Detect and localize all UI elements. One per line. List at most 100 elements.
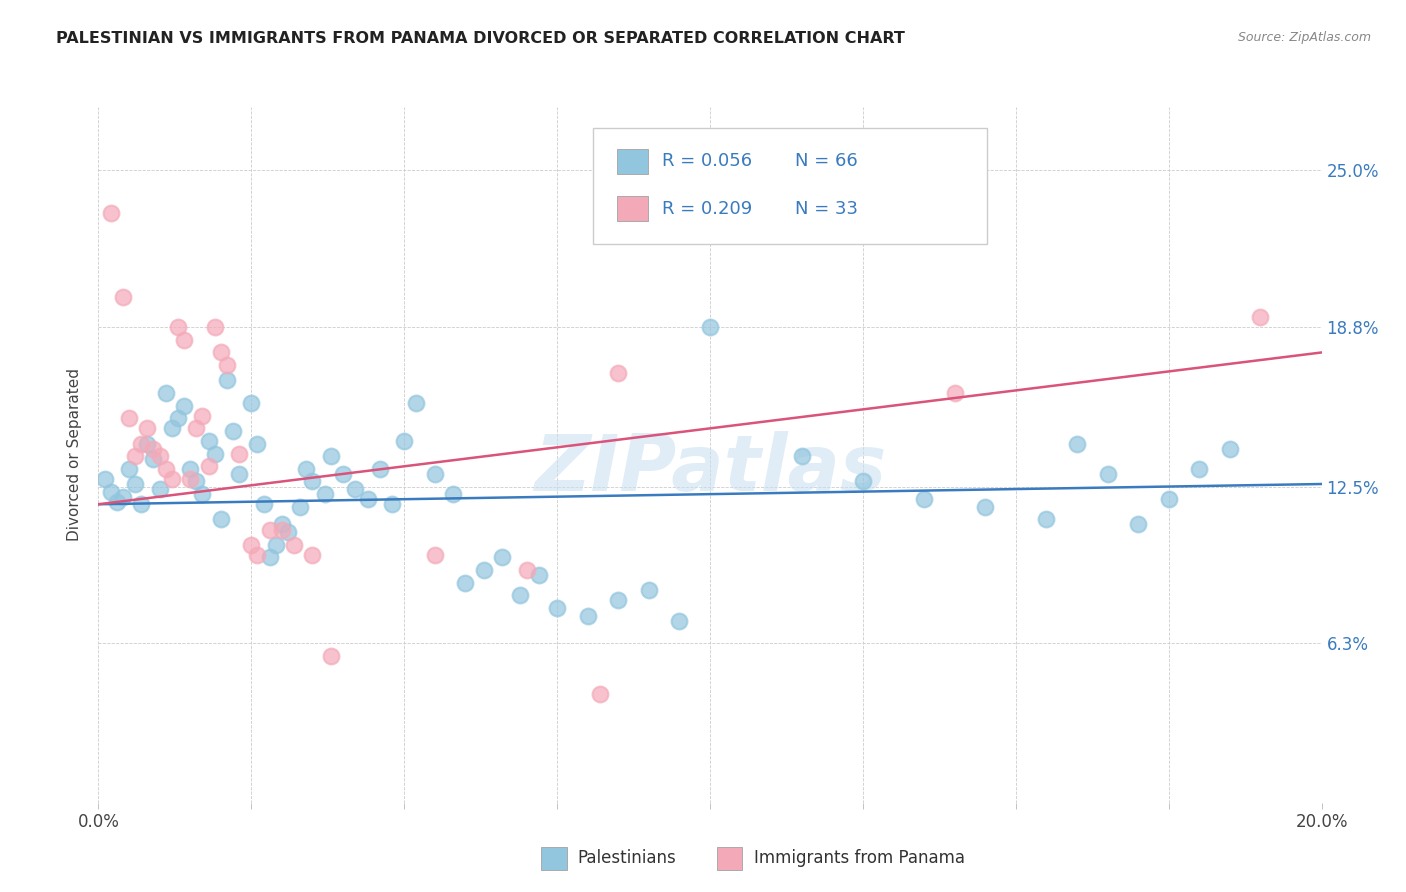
Text: Immigrants from Panama: Immigrants from Panama [754, 849, 965, 867]
Point [149, 482, 172, 496]
Point [509, 588, 531, 602]
Point [197, 459, 219, 474]
Point [1188, 462, 1211, 476]
Text: PALESTINIAN VS IMMIGRANTS FROM PANAMA DIVORCED OR SEPARATED CORRELATION CHART: PALESTINIAN VS IMMIGRANTS FROM PANAMA DI… [56, 31, 905, 46]
Point [191, 409, 214, 423]
Point [228, 447, 250, 461]
Point [1157, 492, 1180, 507]
Point [228, 467, 250, 481]
Point [259, 550, 281, 565]
Point [100, 206, 122, 220]
Point [129, 436, 152, 450]
Point [441, 487, 464, 501]
Point [186, 421, 208, 435]
Point [491, 550, 513, 565]
Point [264, 538, 287, 552]
Point [136, 421, 159, 435]
Point [167, 320, 190, 334]
Point [160, 421, 183, 435]
Point [1128, 517, 1150, 532]
Point [1219, 442, 1241, 456]
Point [943, 386, 966, 401]
Point [240, 538, 263, 552]
Point [974, 500, 997, 514]
Point [167, 411, 190, 425]
Point [516, 563, 538, 577]
Point [368, 462, 391, 476]
Y-axis label: Divorced or Separated: Divorced or Separated [67, 368, 83, 541]
Point [270, 517, 292, 532]
Point [160, 472, 183, 486]
Point [246, 548, 269, 562]
Point [319, 449, 342, 463]
Point [589, 687, 612, 701]
Point [546, 601, 568, 615]
Point [472, 563, 495, 577]
Point [252, 497, 274, 511]
Point [197, 434, 219, 448]
Point [699, 320, 721, 334]
Text: ZIPatlas: ZIPatlas [534, 431, 886, 507]
Point [301, 475, 323, 489]
Point [1035, 512, 1057, 526]
Point [392, 434, 416, 448]
Point [142, 442, 165, 456]
Point [209, 345, 232, 359]
Point [1097, 467, 1119, 481]
Point [124, 449, 146, 463]
Text: R = 0.209: R = 0.209 [662, 200, 752, 218]
Point [344, 482, 367, 496]
Point [155, 462, 177, 476]
Point [356, 492, 378, 507]
Point [149, 449, 172, 463]
Point [118, 411, 141, 425]
Point [283, 538, 305, 552]
Point [314, 487, 336, 501]
Point [1066, 436, 1088, 450]
Point [423, 467, 446, 481]
Point [607, 366, 630, 380]
Point [240, 396, 263, 410]
Point [912, 492, 935, 507]
Point [136, 436, 159, 450]
Point [118, 462, 141, 476]
Point [259, 523, 281, 537]
Point [155, 386, 177, 401]
Point [301, 548, 323, 562]
Point [852, 475, 875, 489]
Point [790, 449, 813, 463]
Point [100, 484, 122, 499]
Point [93, 472, 115, 486]
Text: R = 0.056: R = 0.056 [662, 153, 752, 170]
Point [1249, 310, 1271, 324]
Point [423, 548, 446, 562]
Point [246, 436, 269, 450]
Point [179, 472, 201, 486]
Point [204, 447, 226, 461]
Point [215, 358, 238, 372]
Point [319, 648, 342, 663]
Text: Source: ZipAtlas.com: Source: ZipAtlas.com [1237, 31, 1371, 45]
Point [129, 497, 152, 511]
Point [454, 575, 477, 590]
Point [209, 512, 232, 526]
Point [637, 583, 661, 598]
Point [111, 290, 134, 304]
Point [215, 373, 238, 387]
Point [668, 614, 690, 628]
Text: N = 66: N = 66 [796, 153, 858, 170]
Point [277, 525, 299, 540]
Point [527, 568, 550, 582]
Point [405, 396, 427, 410]
Point [142, 451, 165, 466]
Point [295, 462, 318, 476]
Point [290, 500, 312, 514]
Point [124, 477, 146, 491]
Point [173, 399, 195, 413]
Point [179, 462, 201, 476]
Point [222, 424, 245, 438]
Point [607, 593, 630, 607]
Point [191, 487, 214, 501]
Point [270, 523, 292, 537]
Point [186, 475, 208, 489]
